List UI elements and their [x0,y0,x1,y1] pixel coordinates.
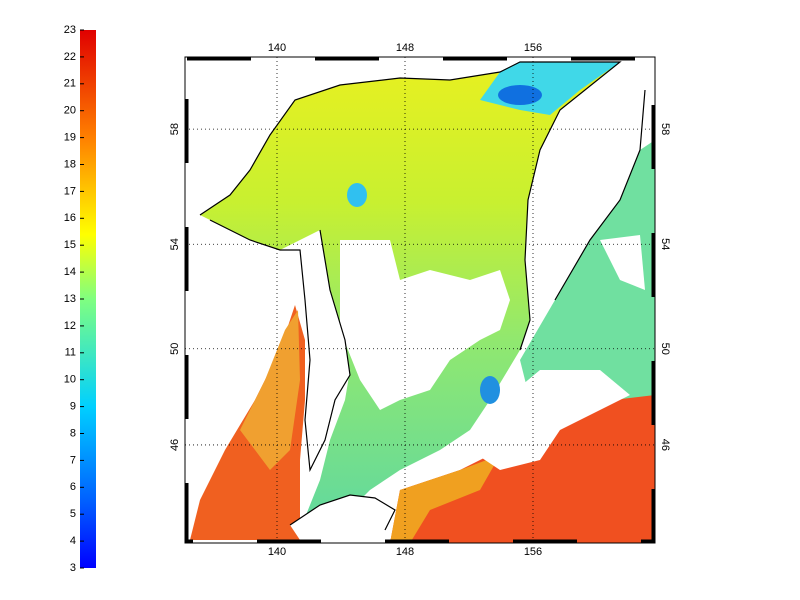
cloud-gap [470,370,630,470]
colorbar-label: 11 [65,347,76,359]
island-sakhalin [300,230,350,470]
colorbar-label: 10 [64,374,76,386]
cold-patch [347,183,367,207]
y-tick-label-right: 50 [659,343,671,355]
colorbar-label: 22 [64,51,76,63]
colorbar-label: 15 [64,239,76,251]
cold-patch [498,85,542,105]
colorbar-label: 7 [70,454,76,466]
colorbar-label: 9 [70,401,76,413]
colorbar-label: 16 [64,212,76,224]
y-tick-label-right: 46 [659,439,671,451]
map-frame-fancy [185,57,655,543]
cloud-gap [600,235,645,290]
y-tick-label-right: 54 [659,238,671,250]
colorbar-label: 23 [64,24,76,36]
colorbar-label: 17 [64,185,76,197]
colorbar-label: 13 [64,293,76,305]
colorbar-label: 3 [70,562,76,574]
cold-patch [480,376,500,404]
x-tick-label-top: 156 [524,42,542,54]
y-tick-label-right: 58 [659,123,671,135]
sea-south-mid [390,455,500,543]
coastline [209,219,351,473]
x-tick-label-top: 148 [396,42,414,54]
sea-south-warm [390,395,655,543]
colorbar-label: 20 [64,105,76,117]
island-hokkaido [290,495,395,540]
map-frame [184,56,656,544]
y-tick-label-left: 58 [169,123,181,135]
colorbar-label: 8 [70,427,76,439]
x-tick-label-bottom: 156 [524,546,542,558]
cloud-gap [340,240,510,410]
sea-japan-warm [240,310,300,470]
y-tick-label-left: 46 [169,439,181,451]
coastline [199,61,622,351]
coastline [289,494,396,531]
y-tick-label-left: 54 [169,238,181,250]
colorbar-label: 19 [64,132,76,144]
colorbar-label: 21 [64,78,76,90]
map-area [185,57,655,543]
coastline [554,89,646,301]
colorbar-label: 14 [64,266,76,278]
x-tick-label-bottom: 148 [396,546,414,558]
x-tick-label-top: 140 [268,42,286,54]
x-tick-label-bottom: 140 [268,546,286,558]
colorbar-label: 4 [70,535,76,547]
y-tick-label-left: 50 [169,343,181,355]
colorbar-label: 6 [70,481,76,493]
colorbar-label: 18 [64,158,76,170]
colorbar-label: 12 [64,320,76,332]
colorbar-label: 5 [70,508,76,520]
sea-pacific [520,140,655,400]
